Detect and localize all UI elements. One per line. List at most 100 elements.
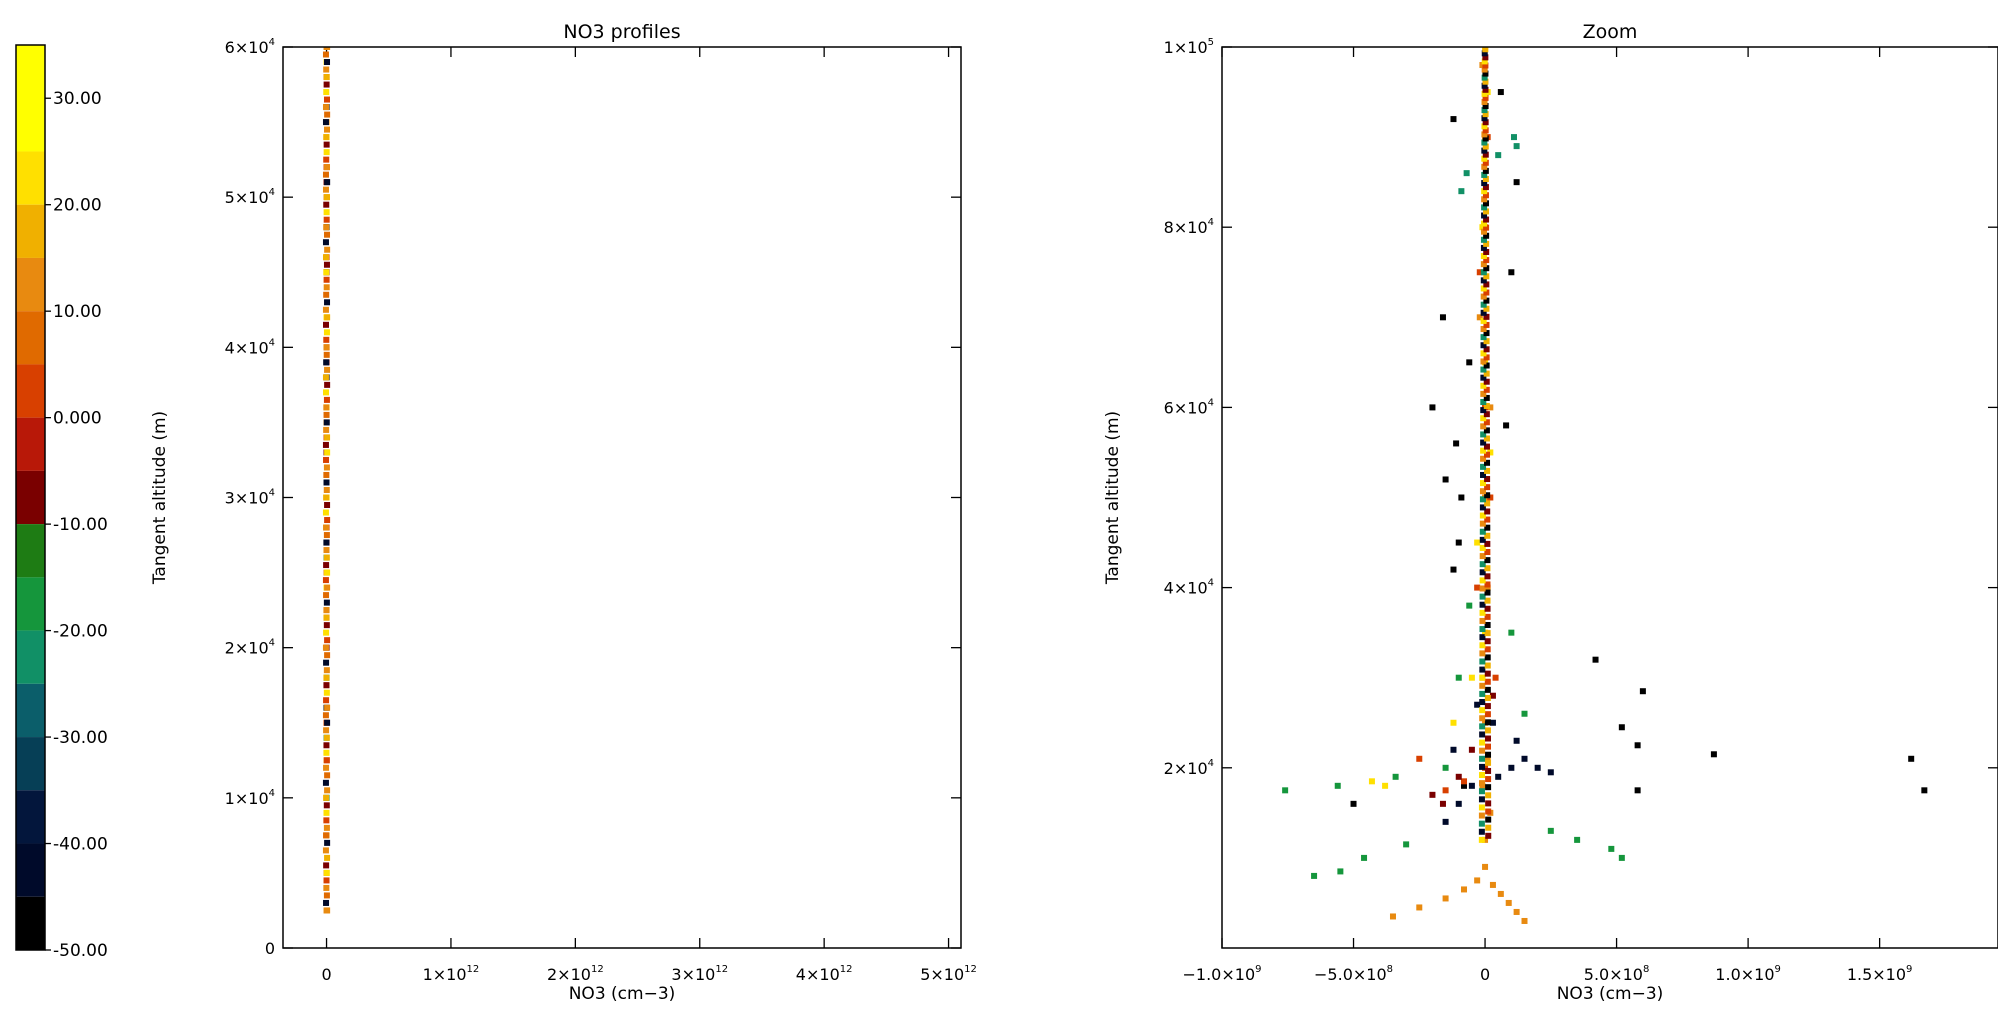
data-point	[1482, 62, 1489, 69]
data-point	[1484, 500, 1491, 507]
data-point	[323, 667, 330, 674]
data-point	[324, 47, 331, 50]
data-point	[1608, 845, 1615, 852]
data-point	[323, 892, 330, 899]
data-point	[1480, 261, 1487, 268]
data-point	[1479, 699, 1486, 706]
data-point	[1480, 293, 1487, 300]
data-point	[323, 809, 330, 816]
data-point	[1483, 297, 1490, 304]
data-point	[323, 742, 330, 749]
data-point	[1476, 314, 1483, 321]
data-point	[1483, 435, 1490, 442]
data-point	[1489, 881, 1496, 888]
data-point	[1337, 868, 1344, 875]
data-point	[324, 246, 331, 253]
data-point	[1334, 782, 1341, 789]
data-point	[1442, 818, 1449, 825]
data-point	[1497, 89, 1504, 96]
data-point	[1503, 422, 1510, 429]
data-point	[1618, 854, 1625, 861]
data-point	[1479, 569, 1486, 576]
data-point	[322, 186, 329, 193]
data-point	[323, 261, 330, 268]
data-point	[1479, 561, 1486, 568]
data-point	[323, 291, 330, 298]
data-point	[1478, 836, 1485, 843]
colorbar-band	[16, 364, 45, 418]
data-point	[323, 734, 330, 741]
data-point	[323, 547, 330, 554]
data-point	[323, 749, 330, 756]
data-point	[1487, 404, 1494, 411]
data-point	[1483, 216, 1490, 223]
data-point	[1513, 179, 1520, 186]
data-point	[1480, 382, 1487, 389]
colorbar-band	[16, 311, 45, 365]
data-point	[1480, 301, 1487, 308]
data-point	[1482, 127, 1489, 134]
data-point	[323, 276, 330, 283]
data-point	[1484, 508, 1491, 515]
data-point	[1468, 674, 1475, 681]
data-point	[323, 629, 330, 636]
data-point	[1429, 791, 1436, 798]
data-point	[1483, 443, 1490, 450]
data-point	[1510, 134, 1517, 141]
data-point	[1455, 539, 1462, 546]
data-point	[1484, 540, 1491, 547]
data-point	[1442, 895, 1449, 902]
data-point	[323, 209, 330, 216]
data-point	[1484, 727, 1491, 734]
data-point	[1476, 269, 1483, 276]
data-point	[1484, 524, 1491, 531]
data-point	[1481, 139, 1488, 146]
y-axis-label: Tangent altitude (m)	[150, 411, 170, 585]
colorbar-band	[16, 843, 45, 897]
data-point	[1480, 228, 1487, 235]
data-point	[1482, 836, 1489, 843]
data-point	[324, 719, 331, 726]
data-point	[1481, 82, 1488, 89]
x-tick-label: 4×1012	[796, 964, 853, 984]
data-point	[1478, 828, 1485, 835]
data-point	[1483, 305, 1490, 312]
data-point	[324, 517, 331, 524]
data-point	[1481, 50, 1488, 57]
data-point	[1481, 58, 1488, 65]
data-point	[1485, 767, 1492, 774]
data-point	[1513, 908, 1520, 915]
x-axis-label: NO3 (cm−3)	[569, 984, 676, 1004]
data-point	[323, 599, 330, 606]
data-point	[1485, 792, 1492, 799]
data-point	[324, 772, 331, 779]
data-point	[1484, 670, 1491, 677]
data-point	[1478, 788, 1485, 795]
x-tick-label: 1.0×109	[1715, 964, 1781, 984]
data-point	[324, 434, 331, 441]
data-point	[1480, 253, 1487, 260]
data-point	[1455, 800, 1462, 807]
data-point	[1513, 143, 1520, 150]
data-point	[1311, 872, 1318, 879]
data-point	[1484, 573, 1491, 580]
data-point	[1485, 816, 1492, 823]
data-point	[1482, 151, 1489, 158]
data-point	[1479, 772, 1486, 779]
data-point	[1489, 692, 1496, 699]
data-point	[1484, 654, 1491, 661]
data-point	[1478, 796, 1485, 803]
colorbar-tick-label: 30.00	[53, 89, 102, 109]
data-point	[1484, 711, 1491, 718]
data-point	[1450, 116, 1457, 123]
data-point	[1547, 769, 1554, 776]
data-point	[1480, 447, 1487, 454]
data-point	[1466, 359, 1473, 366]
data-point	[1481, 171, 1488, 178]
data-point	[1483, 313, 1490, 320]
data-point	[1455, 773, 1462, 780]
data-point	[1478, 780, 1485, 787]
x-axis-label: NO3 (cm−3)	[1557, 984, 1664, 1004]
y-tick-label: 2×104	[225, 638, 275, 658]
data-point	[1482, 94, 1489, 101]
